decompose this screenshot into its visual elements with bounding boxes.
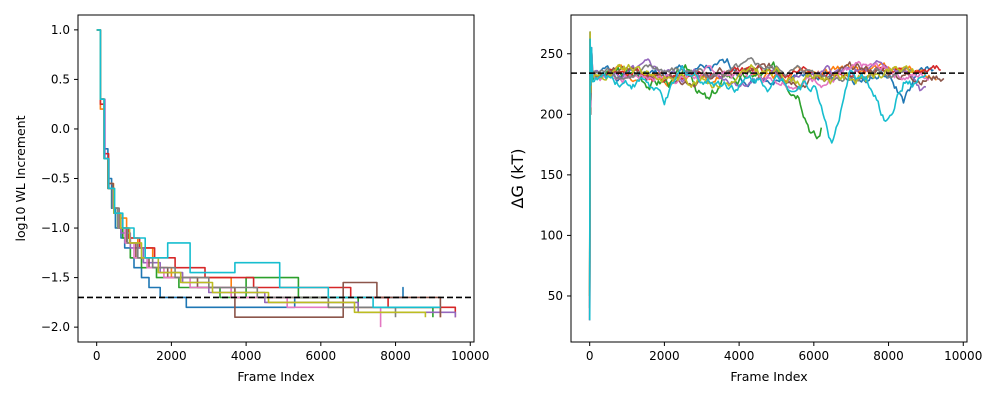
y-tick-label: 200 — [540, 107, 563, 121]
x-tick-label: 6000 — [306, 349, 337, 363]
y-tick-label: −2.0 — [41, 320, 70, 334]
x-tick-label: 8000 — [873, 349, 904, 363]
delta-g-x-ticks: 0 2000 4000 6000 8000 10000 — [586, 342, 982, 363]
y-tick-label: −0.5 — [41, 172, 70, 186]
y-tick-label: 1.0 — [51, 23, 70, 37]
delta-g-y-axis-label: ΔG (kT) — [508, 149, 527, 209]
x-tick-label: 0 — [93, 349, 101, 363]
series-line-10 — [96, 29, 441, 309]
wl-increment-series-group — [96, 29, 457, 328]
y-tick-label: 250 — [540, 47, 563, 61]
series-line-9 — [588, 31, 915, 297]
wl-increment-x-ticks: 0 2000 4000 6000 8000 10000 — [93, 342, 489, 363]
wl-increment-chart: 0 2000 4000 6000 8000 10000 1.0 0.5 0.0 −0.5 −1.0… — [13, 14, 489, 384]
y-tick-label: −1.0 — [41, 221, 70, 235]
y-tick-label: −1.5 — [41, 271, 70, 285]
x-tick-label: 2000 — [649, 349, 680, 363]
x-tick-label: 10000 — [944, 349, 982, 363]
delta-g-plot-area — [570, 14, 968, 343]
series-line-10 — [588, 38, 927, 321]
y-tick-label: 150 — [540, 168, 563, 182]
delta-g-x-axis-label: Frame Index — [730, 369, 807, 384]
delta-g-series-group — [588, 31, 945, 321]
wl-increment-x-axis-label: Frame Index — [237, 369, 314, 384]
x-tick-label: 6000 — [799, 349, 830, 363]
wl-increment-y-axis-label: log10 WL Increment — [13, 115, 28, 241]
delta-g-chart: 0 2000 4000 6000 8000 10000 50 100 150 200 250 Fr… — [508, 14, 982, 384]
y-tick-label: 50 — [548, 289, 563, 303]
wl-increment-y-ticks: 1.0 0.5 0.0 −0.5 −1.0 −1.5 −2.0 — [41, 23, 78, 334]
x-tick-label: 10000 — [451, 349, 489, 363]
delta-g-y-ticks: 50 100 150 200 250 — [540, 47, 571, 303]
x-tick-label: 4000 — [231, 349, 262, 363]
series-line-6 — [588, 38, 945, 297]
x-tick-label: 2000 — [156, 349, 187, 363]
y-tick-label: 0.0 — [51, 122, 70, 136]
y-tick-label: 100 — [540, 228, 563, 242]
x-tick-label: 8000 — [380, 349, 411, 363]
x-tick-label: 0 — [586, 349, 594, 363]
x-tick-label: 4000 — [724, 349, 755, 363]
y-tick-label: 0.5 — [51, 72, 70, 86]
